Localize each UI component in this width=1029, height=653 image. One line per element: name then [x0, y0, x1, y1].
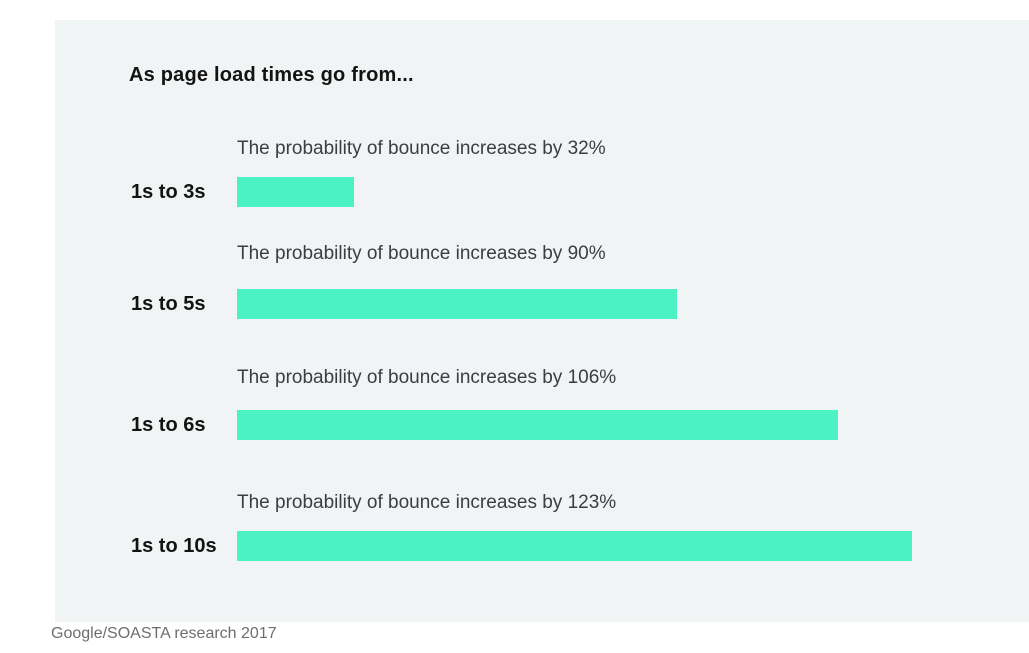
- bounce-annotation: The probability of bounce increases by 1…: [237, 492, 617, 513]
- category-label-1s-to-6s: 1s to 6s: [131, 414, 206, 436]
- bounce-bar-1s-to-5s: [237, 289, 677, 319]
- chart-source: Google/SOASTA research 2017: [51, 625, 277, 642]
- category-label-1s-to-10s: 1s to 10s: [131, 535, 217, 557]
- bounce-bar-1s-to-6s: [237, 410, 838, 440]
- chart-panel: As page load times go from... The probab…: [55, 20, 1029, 622]
- bounce-bar-1s-to-3s: [237, 177, 354, 207]
- category-label-1s-to-5s: 1s to 5s: [131, 293, 206, 315]
- category-label-1s-to-3s: 1s to 3s: [131, 181, 206, 203]
- bounce-annotation: The probability of bounce increases by 3…: [237, 138, 606, 159]
- bounce-annotation: The probability of bounce increases by 9…: [237, 243, 606, 264]
- chart-title: As page load times go from...: [129, 64, 414, 86]
- bounce-bar-1s-to-10s: [237, 531, 912, 561]
- bounce-annotation: The probability of bounce increases by 1…: [237, 367, 617, 388]
